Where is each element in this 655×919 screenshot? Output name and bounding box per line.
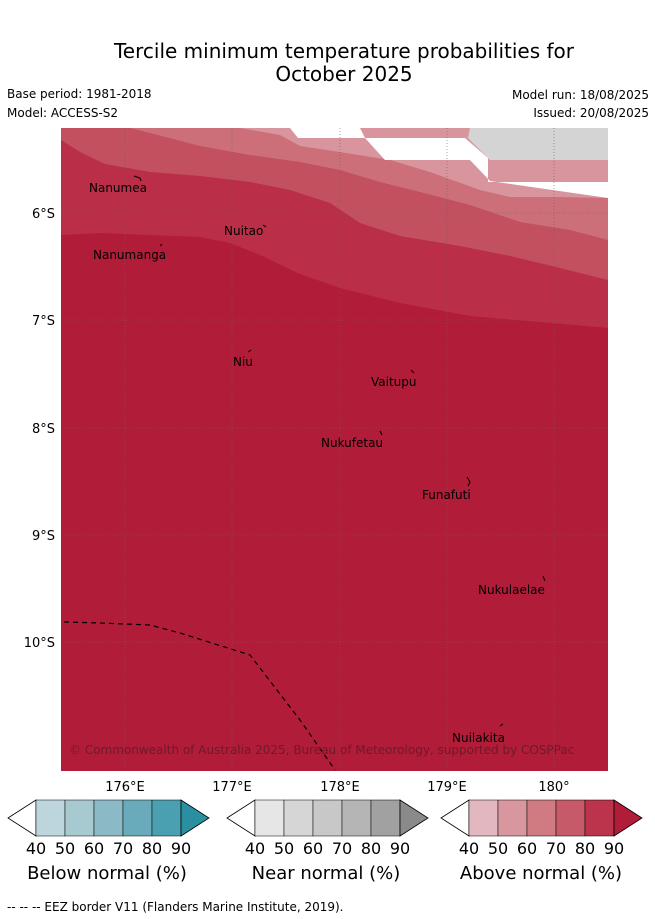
colorbar-tick-label: 60 [303,839,323,858]
colorbar-swatch [497,799,528,837]
colorbar-swatch [122,799,153,837]
place-label: Niu [233,355,253,369]
colorbar-tick-label: 90 [390,839,410,858]
colorbar-extend-high [399,799,429,837]
colorbar-swatch [283,799,314,837]
colorbar-2: 40 50 60 70 80 90 [440,799,643,858]
colorbar-tick-label: 50 [274,839,294,858]
colorbar-tick-label: 50 [488,839,508,858]
colorbar-swatch [370,799,401,837]
map-area [61,128,608,771]
lat-tick-label: 8°S [32,422,55,437]
colorbar-swatch [555,799,586,837]
below-normal-label: Below normal (%) [27,863,187,884]
colorbar-extend-high [613,799,643,837]
colorbar-swatch [526,799,557,837]
place-label: Nanumanga [93,248,166,262]
colorbar-tick-label: 70 [113,839,133,858]
colorbar-tick-label: 40 [26,839,46,858]
colorbar-tick-label: 70 [546,839,566,858]
place-label: Funafuti [422,488,471,502]
lon-tick-label: 179°E [427,780,467,795]
colorbar-swatch [312,799,343,837]
chart-title: Tercile minimum temperature probabilitie… [0,40,655,86]
colorbar-tick-label: 90 [171,839,191,858]
graticule [61,128,608,771]
colorbar-tick-label: 40 [245,839,265,858]
no-data-zone-2 [365,138,608,198]
longitude-labels: 176°E 177°E 178°E 179°E 180° [105,780,569,795]
colorbar-tick-label: 80 [142,839,162,858]
place-label: Nuilakita [452,731,505,745]
near-normal-label: Near normal (%) [251,863,401,884]
place-label: Nukufetau [321,436,383,450]
colorbar-tick-label: 60 [84,839,104,858]
lon-tick-label: 178°E [320,780,360,795]
model-name: Model: ACCESS-S2 [7,106,119,120]
colorbar-tick-label: 90 [604,839,624,858]
colorbar-swatch [64,799,95,837]
copyright-text: © Commonwealth of Australia 2025, Bureau… [69,743,574,757]
lon-tick-label: 180° [538,780,569,795]
colorbar-tick-label: 70 [332,839,352,858]
near-normal-zone [372,128,608,160]
colorbar-swatch [468,799,499,837]
title-line-1: Tercile minimum temperature probabilitie… [113,39,575,63]
latitude-labels: 6°S 7°S 8°S 9°S 10°S [24,207,55,651]
colorbar-tick-label: 50 [55,839,75,858]
base-period: Base period: 1981-2018 [7,87,152,101]
colorbar-swatch [35,799,66,837]
place-labels: Nanumea Nuitao Nanumanga Niu Vaitupu Nuk… [89,181,545,745]
no-data-zone [290,128,365,138]
place-label: Nukulaelae [478,583,545,597]
colorbar-0: 40 50 60 70 80 90 [7,799,210,858]
colorbar-swatch [93,799,124,837]
issued-date: Issued: 20/08/2025 [533,106,649,120]
colorbar-tick-label: 80 [361,839,381,858]
lon-tick-label: 176°E [105,780,145,795]
colorbars: 40 50 60 70 80 90 40 50 60 70 80 90 40 50 60 70 80 90 [7,799,643,858]
colorbar-extend-low [7,799,37,837]
colorbar-extend-high [180,799,210,837]
colorbar-tick-label: 40 [459,839,479,858]
lat-tick-label: 7°S [32,314,55,329]
eez-border [63,621,336,771]
lat-tick-label: 10°S [24,636,55,651]
place-label: Vaitupu [371,375,417,389]
island-shapes [133,175,546,727]
place-label: Nanumea [89,181,147,195]
place-label: Nuitao [224,224,263,238]
colorbar-swatch [341,799,372,837]
colorbar-swatch [584,799,615,837]
colorbar-extend-low [226,799,256,837]
model-run: Model run: 18/08/2025 [511,88,649,102]
lon-tick-label: 177°E [212,780,252,795]
colorbar-swatch [254,799,285,837]
above-normal-label: Above normal (%) [459,863,623,884]
lat-tick-label: 6°S [32,207,55,222]
colorbar-tick-label: 60 [517,839,537,858]
colorbar-1: 40 50 60 70 80 90 [226,799,429,858]
colorbar-tick-label: 80 [575,839,595,858]
lat-tick-label: 9°S [32,529,55,544]
eez-footnote: -- -- -- EEZ border V11 (Flanders Marine… [7,900,344,914]
colorbar-extend-low [440,799,470,837]
title-line-2: October 2025 [275,62,413,86]
colorbar-swatch [151,799,182,837]
